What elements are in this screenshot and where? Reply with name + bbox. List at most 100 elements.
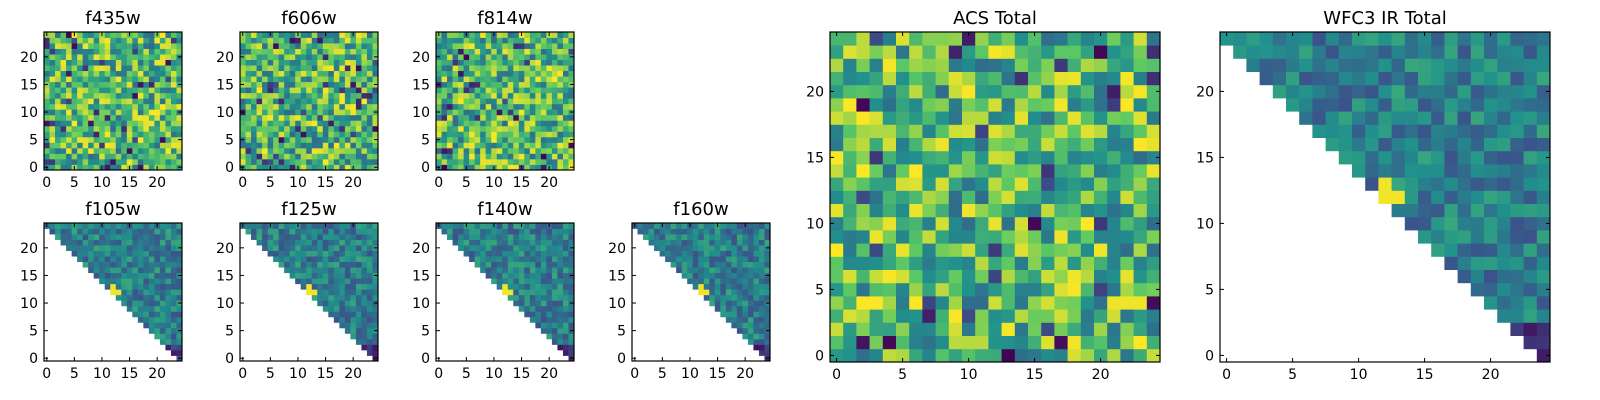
heatmap-cell — [355, 48, 362, 55]
heatmap-cell — [988, 58, 1002, 72]
heatmap-cell — [176, 234, 183, 240]
heatmap-cell — [77, 239, 84, 246]
heatmap-cell — [551, 283, 558, 290]
heatmap-cell — [496, 32, 503, 38]
heatmap-cell — [333, 283, 340, 290]
heatmap-cell — [988, 190, 1002, 204]
heatmap-cell — [126, 114, 133, 121]
heatmap-cell — [922, 230, 936, 244]
heatmap-cell — [557, 261, 564, 268]
heatmap-cell — [830, 98, 844, 112]
heatmap-cell — [77, 131, 84, 138]
heatmap-cell — [333, 65, 340, 72]
axes-frame — [239, 222, 379, 362]
heatmap-cell — [909, 282, 923, 297]
heatmap-cell — [82, 164, 89, 171]
heatmap-cell — [1510, 216, 1524, 231]
heatmap-cell — [742, 228, 749, 235]
heatmap-cell — [344, 37, 351, 44]
heatmap-cell — [115, 272, 122, 279]
heatmap-cell — [1001, 150, 1016, 165]
heatmap-cell — [562, 147, 569, 154]
heatmap-cell — [648, 234, 655, 240]
heatmap-cell — [366, 109, 373, 116]
heatmap-cell — [121, 267, 128, 274]
heatmap-cell — [502, 131, 509, 138]
y-tick-label: 15 — [608, 268, 626, 284]
heatmap-cell — [692, 267, 699, 274]
heatmap-cell — [568, 223, 575, 229]
heatmap-cell — [1014, 45, 1029, 59]
heatmap-cell — [896, 348, 910, 363]
heatmap-cell — [240, 114, 246, 121]
heatmap-cell — [1457, 269, 1472, 284]
heatmap-cell — [339, 234, 346, 240]
heatmap-cell — [137, 70, 144, 77]
heatmap-cell — [1286, 58, 1300, 72]
heatmap-cell — [485, 245, 492, 251]
heatmap-cell — [322, 136, 329, 143]
heatmap-cell — [143, 283, 150, 290]
heatmap-cell — [317, 267, 324, 274]
heatmap-cell — [148, 54, 155, 60]
heatmap-cell — [1497, 84, 1511, 99]
heatmap-cell — [322, 59, 329, 66]
heatmap-cell — [143, 125, 150, 132]
heatmap-cell — [262, 81, 268, 88]
heatmap-cell — [311, 109, 318, 116]
heatmap-cell — [99, 250, 106, 257]
heatmap-cell — [882, 111, 897, 125]
heatmap-cell — [687, 278, 694, 285]
heatmap-cell — [328, 32, 335, 38]
heatmap-cell — [71, 153, 78, 160]
heatmap-cell — [256, 239, 263, 246]
heatmap-cell — [535, 81, 542, 88]
heatmap-cell — [355, 311, 362, 318]
heatmap-cell — [529, 131, 536, 138]
heatmap-cell — [725, 272, 732, 279]
heatmap-cell — [720, 311, 727, 318]
heatmap-cell — [485, 48, 492, 55]
heatmap-cell — [1041, 243, 1055, 257]
heatmap-cell — [714, 261, 721, 268]
heatmap-cell — [843, 58, 857, 72]
heatmap-cell — [44, 120, 50, 127]
heatmap-cell — [1107, 84, 1121, 99]
heatmap-cell — [1338, 111, 1353, 125]
heatmap-cell — [1431, 243, 1445, 257]
heatmap-cell — [922, 137, 936, 152]
heatmap-cell — [115, 256, 122, 263]
heatmap-cell — [148, 125, 155, 132]
heatmap-cell — [540, 54, 547, 60]
heatmap-cell — [355, 76, 362, 83]
heatmap-cell — [1418, 45, 1432, 59]
heatmap-cell — [1299, 32, 1313, 46]
heatmap-cell — [764, 311, 771, 318]
heatmap-cell — [372, 70, 379, 77]
heatmap-cell — [698, 283, 705, 290]
heatmap-cell — [441, 76, 448, 83]
heatmap-cell — [869, 256, 884, 270]
heatmap-cell — [562, 239, 569, 246]
heatmap-cell — [1001, 98, 1016, 112]
heatmap-cell — [170, 283, 177, 290]
heatmap-cell — [366, 92, 373, 99]
heatmap-cell — [491, 245, 498, 251]
heatmap-cell — [524, 87, 531, 94]
heatmap-cell — [654, 223, 660, 229]
heatmap-cell — [1094, 322, 1108, 336]
heatmap-cell — [975, 98, 989, 112]
heatmap-cell — [1133, 309, 1148, 323]
heatmap-cell — [278, 54, 285, 60]
heatmap-cell — [333, 234, 340, 240]
heatmap-cell — [458, 147, 464, 154]
heatmap-cell — [1338, 137, 1353, 152]
heatmap-cell — [485, 109, 492, 116]
heatmap-cell — [121, 223, 128, 229]
heatmap-cell — [165, 223, 172, 229]
heatmap-cell — [176, 289, 183, 296]
heatmap-cell — [170, 59, 177, 66]
heatmap-cell — [104, 103, 111, 110]
heatmap-cell — [540, 294, 547, 301]
heatmap-cell — [110, 120, 117, 127]
